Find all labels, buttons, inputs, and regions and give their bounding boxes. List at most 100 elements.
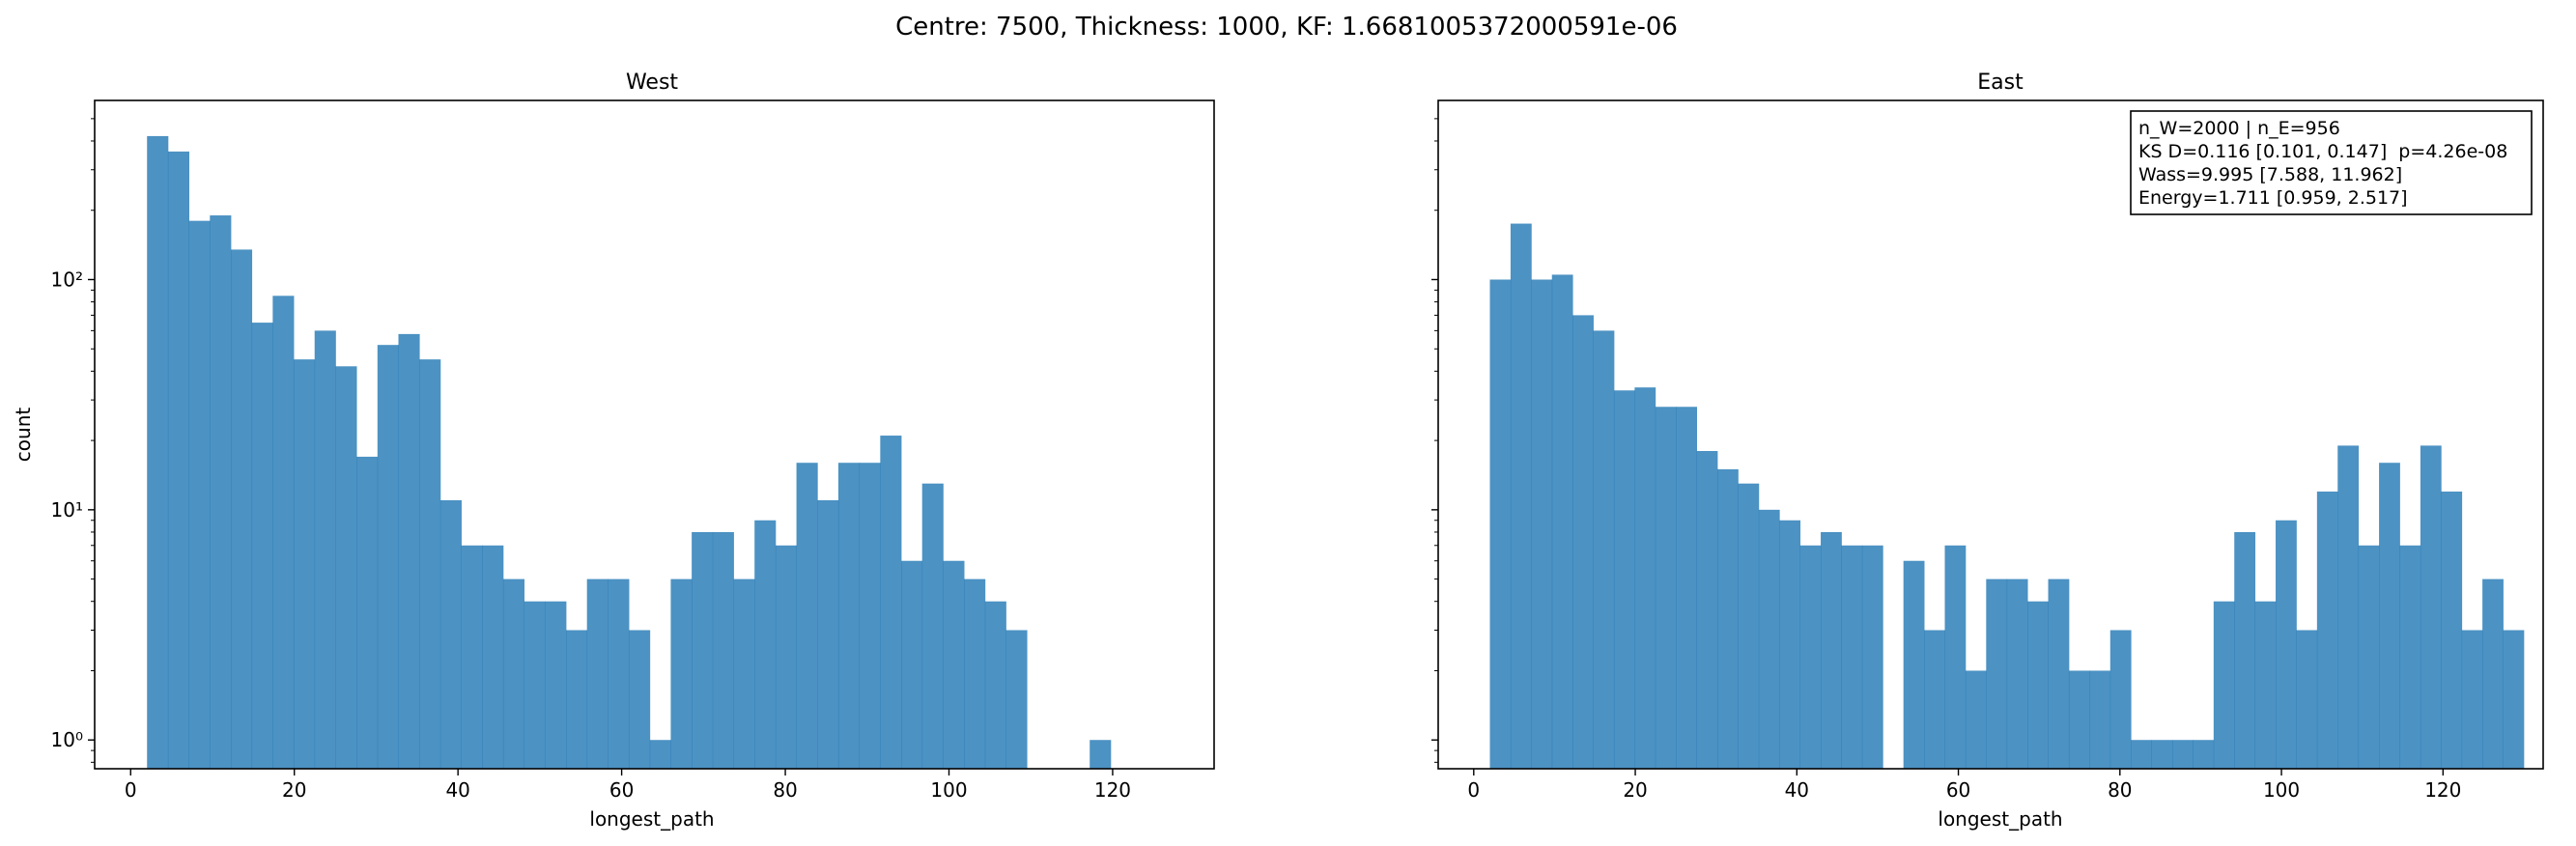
west-x-tick-label: 100 — [930, 778, 967, 802]
west-x-tick-label: 40 — [445, 778, 469, 802]
west-histogram-bar — [608, 578, 630, 769]
east-histogram-bar — [1634, 387, 1656, 769]
east-histogram-bar — [1655, 407, 1677, 769]
west-ylabel: count — [12, 408, 35, 463]
east-histogram-bar — [1510, 223, 1532, 770]
west-histogram-bar — [733, 578, 755, 769]
west-histogram-bar — [461, 545, 483, 769]
east-histogram-bar — [1965, 670, 1987, 769]
west-x-tick-label: 20 — [282, 778, 306, 802]
east-histogram-bar — [2482, 578, 2504, 769]
east-histogram-bar — [2461, 630, 2483, 769]
stats-line-wass: Wass=9.995 [7.588, 11.962] — [2138, 164, 2402, 185]
west-histogram-bar — [629, 630, 651, 769]
west-y-tick-label: 10¹ — [51, 498, 83, 522]
east-histogram-bar — [2337, 445, 2360, 769]
east-histogram-bar — [2503, 630, 2525, 769]
east-histogram-bar — [2441, 491, 2463, 769]
west-histogram-bar — [649, 740, 671, 769]
east-histogram-bar — [2109, 630, 2132, 769]
west-histogram-bar — [439, 499, 462, 769]
east-histogram-bar — [2027, 601, 2049, 769]
west-histogram-bar — [419, 359, 441, 769]
west-histogram-bar — [356, 456, 379, 769]
east-histogram-bar — [1572, 315, 1594, 769]
west-histogram-bar — [586, 578, 609, 769]
west-histogram-bar — [859, 463, 881, 769]
east-histogram-bar — [2171, 740, 2194, 769]
east-histogram-bar — [1758, 509, 1780, 769]
west-histogram-bar — [837, 463, 861, 769]
east-histogram-bar — [2234, 531, 2256, 769]
stats-line-counts: n_W=2000 | n_E=956 — [2138, 118, 2340, 139]
east-histogram-bar — [1696, 451, 1718, 769]
east-histogram-bar — [1986, 578, 2008, 769]
west-y-tick-label: 10⁰ — [51, 728, 83, 751]
east-histogram-bar — [1489, 279, 1512, 769]
east-histogram-bar — [2254, 601, 2277, 769]
west-histogram-bar — [147, 135, 169, 770]
east-histogram-bar — [2276, 520, 2297, 769]
east-histogram-bar — [1841, 545, 1863, 769]
east-histogram-bar — [2068, 670, 2090, 769]
east-histogram-bar — [1551, 274, 1573, 769]
west-histogram-bar — [817, 499, 839, 769]
east-histogram-bar — [2048, 578, 2070, 769]
east-x-tick-label: 60 — [1946, 778, 1970, 802]
east-histogram-bar — [1861, 545, 1883, 769]
east-histogram-bar — [2399, 545, 2421, 769]
west-histogram-bar — [294, 359, 316, 769]
east-histogram-bar — [2089, 670, 2111, 769]
west-histogram-bar — [1005, 630, 1028, 769]
west-histogram-bar — [712, 531, 734, 769]
east-histogram-bar — [1676, 407, 1697, 769]
west-histogram-bar — [880, 436, 902, 769]
west-title: West — [626, 70, 678, 95]
west-x-tick-label: 80 — [773, 778, 797, 802]
east-histogram-bar — [2131, 740, 2152, 769]
west-histogram-bar — [670, 578, 693, 769]
west-histogram-bar — [754, 520, 777, 769]
east-histogram-bar — [1903, 560, 1925, 769]
west-y-tick-label: 10² — [51, 268, 83, 291]
east-axes-frame — [1437, 99, 2544, 770]
panel-west: West 0 20 40 60 80 100 120 10⁰ 10¹ 10² longest_p… — [12, 70, 1215, 831]
west-histogram-bar — [943, 560, 965, 769]
west-histogram-bar — [502, 578, 525, 769]
east-histogram-bar — [1924, 630, 1945, 769]
east-histogram-bar — [2193, 740, 2215, 769]
west-xlabel: longest_path — [589, 807, 714, 831]
east-x-tick-label: 0 — [1467, 778, 1480, 802]
east-bars — [1489, 223, 2525, 770]
west-histogram-bar — [230, 249, 253, 769]
east-histogram-bar — [2358, 545, 2380, 769]
east-histogram-bar — [2296, 630, 2318, 769]
west-histogram-bar — [545, 601, 567, 769]
west-histogram-bar — [167, 151, 189, 769]
east-histogram-bar — [2151, 740, 2173, 769]
east-histogram-bar — [1799, 545, 1822, 769]
west-x-tick-label: 120 — [1094, 778, 1131, 802]
west-axes-frame — [94, 99, 1215, 770]
west-histogram-bar — [901, 560, 923, 769]
west-histogram-bar — [796, 463, 818, 769]
west-bars — [147, 135, 1112, 770]
panel-east: East 0 20 40 60 80 100 120 longest_path n_W=20… — [1431, 70, 2544, 831]
east-x-tick-label: 100 — [2263, 778, 2300, 802]
west-histogram-bar — [984, 601, 1006, 769]
east-histogram-bar — [1821, 531, 1842, 769]
west-x-tick-label: 60 — [609, 778, 634, 802]
west-histogram-bar — [398, 333, 420, 769]
west-histogram-bar — [251, 323, 273, 769]
west-histogram-bar — [377, 345, 399, 769]
east-title: East — [1977, 70, 2024, 95]
west-x-tick-label: 0 — [125, 778, 137, 802]
stats-annotation-frame — [2130, 110, 2533, 215]
west-histogram-bar — [314, 330, 336, 769]
east-histogram-bar — [2379, 463, 2400, 769]
east-histogram-bar — [1944, 545, 1967, 769]
west-histogram-bar — [1090, 740, 1112, 769]
stats-line-energy: Energy=1.711 [0.959, 2.517] — [2138, 187, 2408, 209]
west-histogram-bar — [566, 630, 588, 769]
